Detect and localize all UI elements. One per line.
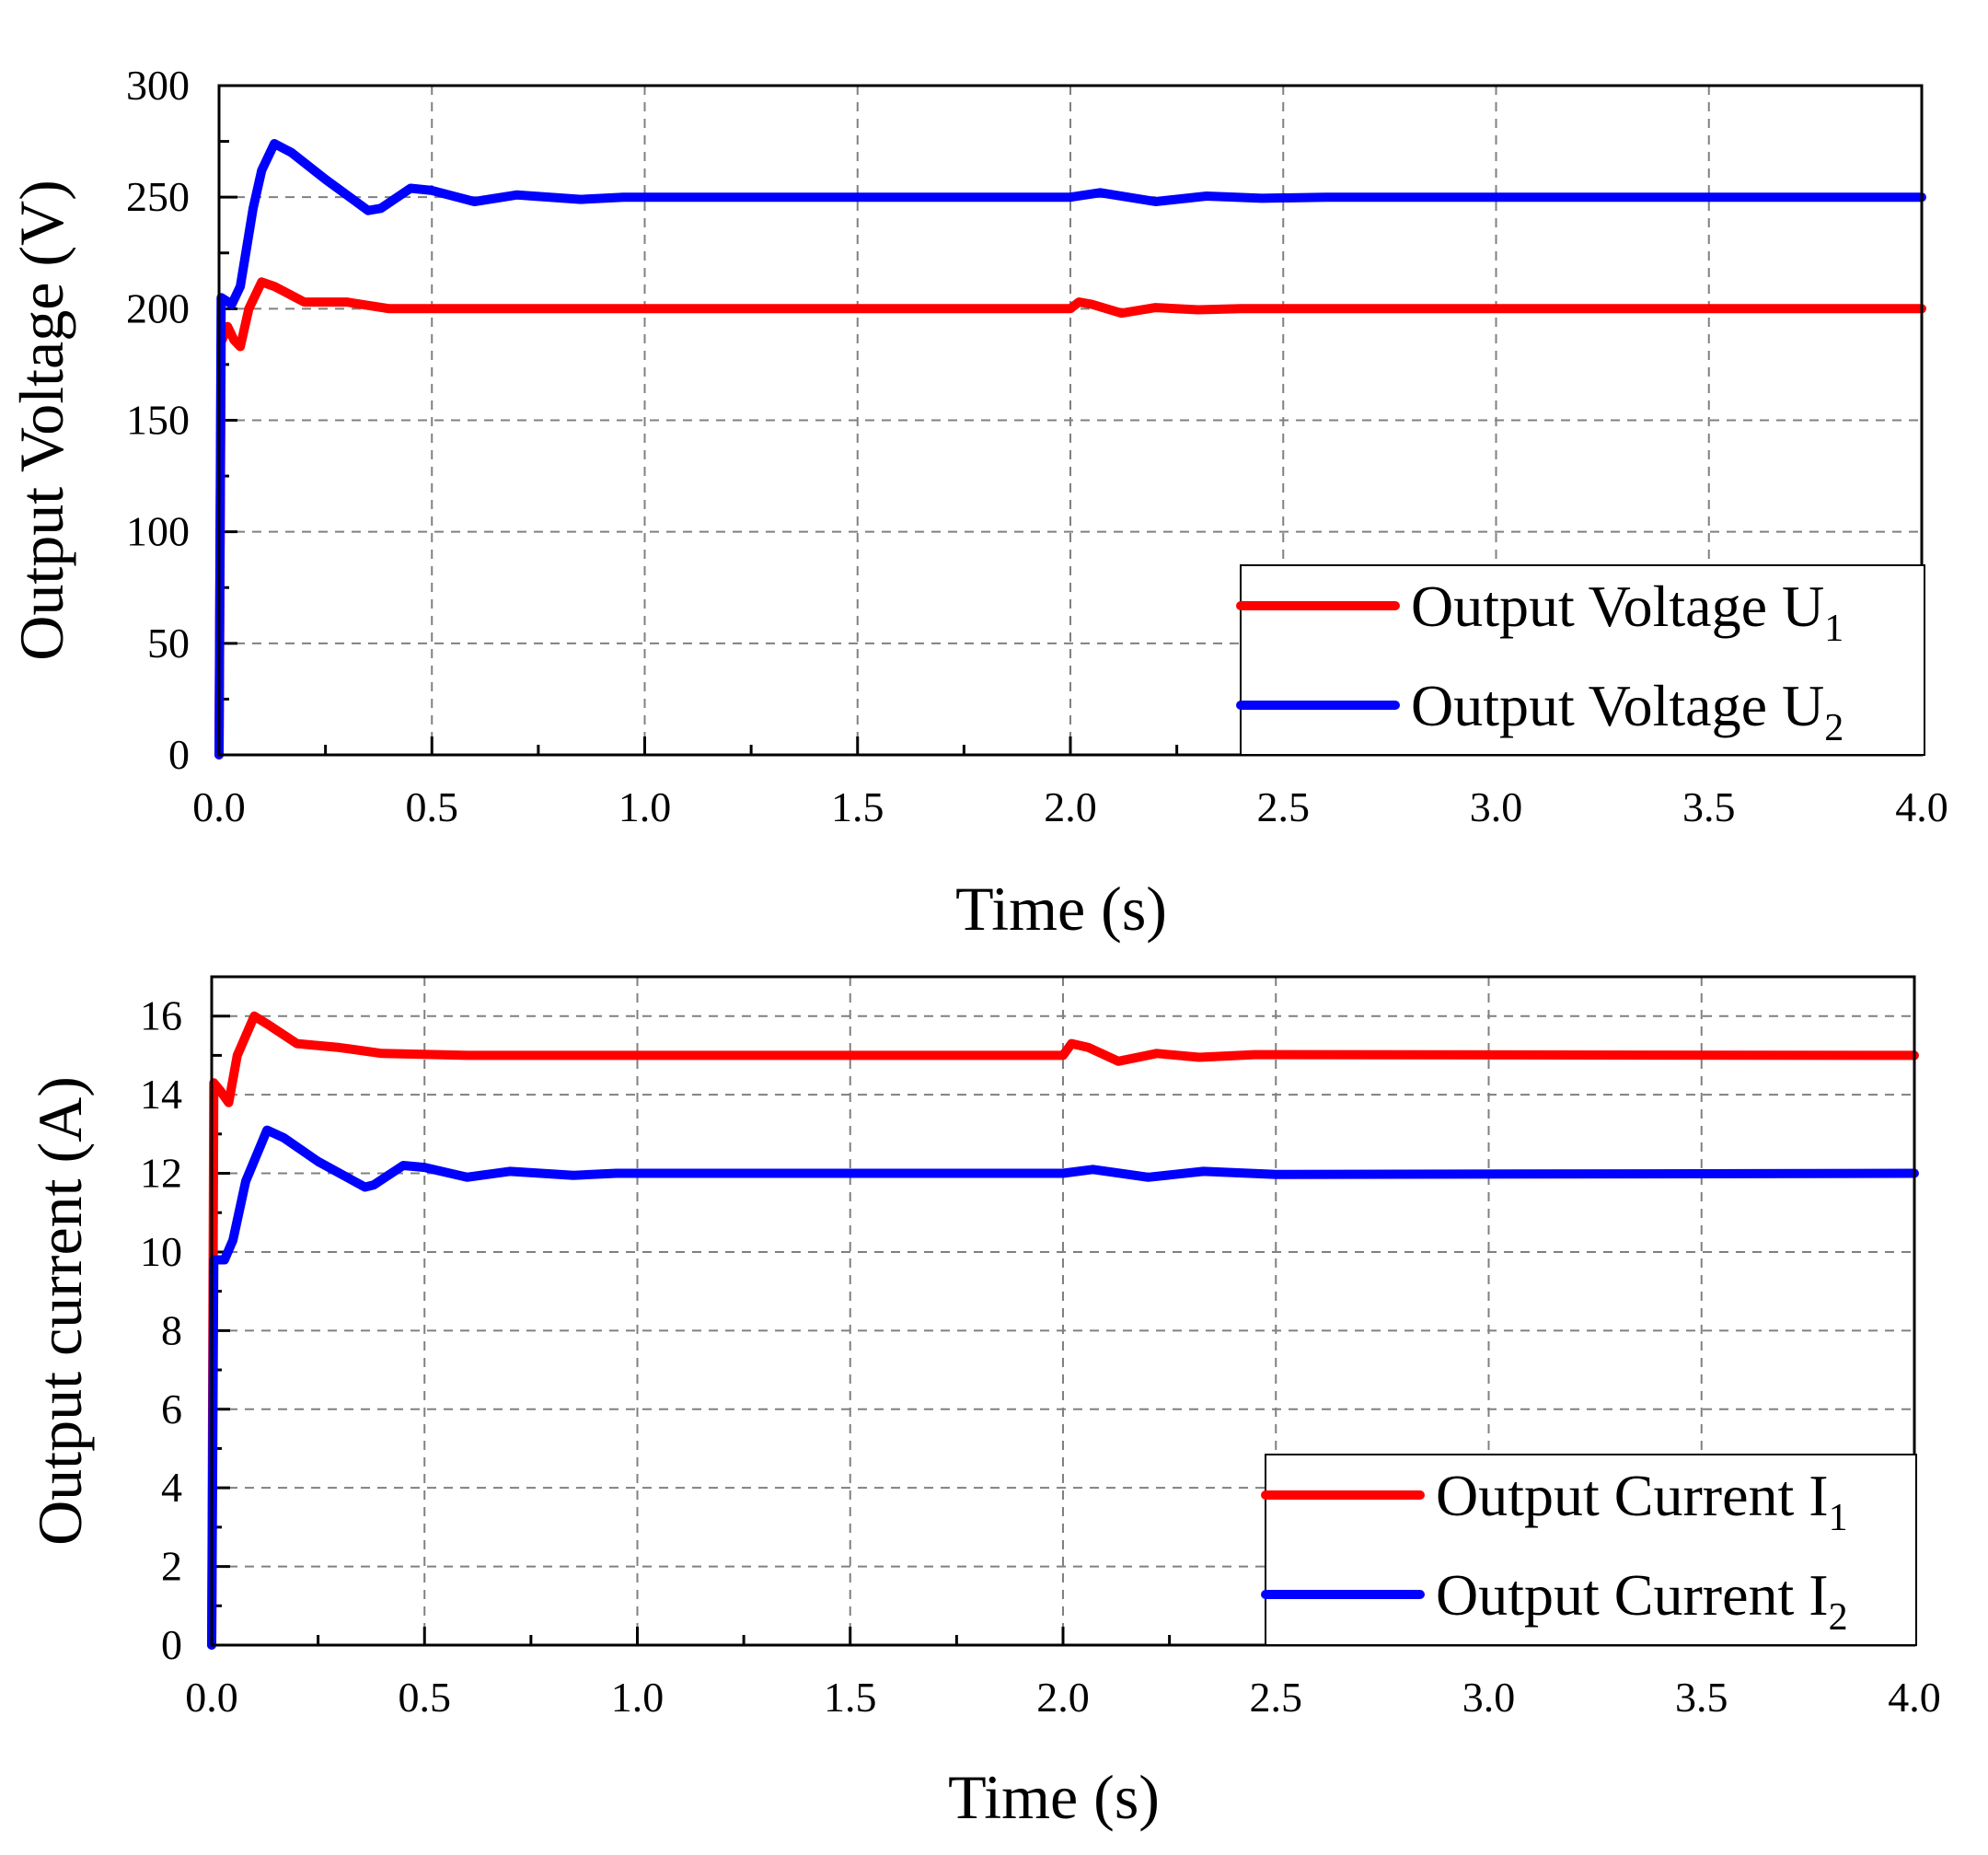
y-tick-label: 2 xyxy=(161,1543,182,1590)
legend-subscript: 1 xyxy=(1824,608,1844,650)
x-tick-label: 0.0 xyxy=(185,1674,238,1721)
y-tick-label: 250 xyxy=(126,173,190,220)
y-axis-title: Output current (A) xyxy=(25,1076,95,1546)
series-line-2 xyxy=(207,1125,1919,1650)
chart-panel-2: 0.0 0.5 1.0 1.5 2.0 2.5 3.0 3.5 4.00246810121416… xyxy=(25,975,1941,1832)
legend-box xyxy=(1240,564,1925,756)
y-tick-label: 50 xyxy=(147,620,190,667)
y-tick-label: 0 xyxy=(168,731,190,778)
x-axis-title: Time (s) xyxy=(948,1762,1160,1832)
legend: Output Current I1 Output Current I2 xyxy=(1261,1454,1917,1646)
legend-box xyxy=(1265,1454,1917,1646)
x-tick-label: 1.5 xyxy=(831,783,884,830)
x-axis-title: Time (s) xyxy=(955,874,1167,944)
y-tick-label: 150 xyxy=(126,397,190,444)
x-tick-label: 2.5 xyxy=(1250,1674,1303,1721)
legend-label-2: Output Voltage U2 xyxy=(1411,673,1844,749)
plot-frame xyxy=(210,975,1916,1647)
y-tick-label: 12 xyxy=(140,1150,182,1197)
legend-label-1: Output Voltage U1 xyxy=(1411,574,1844,650)
legend: Output Voltage U1 Output Voltage U2 xyxy=(1236,564,1925,756)
y-tick-label: 300 xyxy=(126,62,190,109)
series-line-1 xyxy=(214,277,1926,759)
y-tick-label: 100 xyxy=(126,508,190,555)
legend-label-2: Output Current I2 xyxy=(1436,1562,1848,1639)
x-tick-label: 0.0 xyxy=(192,783,246,830)
y-tick-label: 10 xyxy=(140,1228,182,1275)
x-tick-label: 0.5 xyxy=(399,1674,452,1721)
x-tick-label: 0.5 xyxy=(406,783,459,830)
x-tick-label: 1.5 xyxy=(824,1674,877,1721)
x-tick-label: 1.0 xyxy=(618,783,672,830)
x-tick-label: 2.0 xyxy=(1036,1674,1090,1721)
plot-frame xyxy=(217,84,1924,757)
legend-subscript: 2 xyxy=(1824,707,1844,749)
y-tick-label: 6 xyxy=(161,1385,182,1432)
x-tick-label: 3.5 xyxy=(1682,783,1736,830)
x-tick-label: 4.0 xyxy=(1895,783,1948,830)
legend-subscript: 1 xyxy=(1829,1497,1848,1539)
legend-label-1: Output Current I1 xyxy=(1436,1463,1848,1539)
legend-subscript: 2 xyxy=(1829,1596,1848,1639)
y-tick-label: 16 xyxy=(140,992,182,1039)
chart-panel-1: 0.0 0.5 1.0 1.5 2.0 2.5 3.0 3.5 4.0 0 50 100 150 200 2… xyxy=(6,62,1948,944)
x-tick-label: 4.0 xyxy=(1888,1674,1941,1721)
y-axis-title: Output Voltage (V) xyxy=(6,180,76,661)
y-tick-label: 4 xyxy=(161,1464,182,1511)
x-tick-label: 1.0 xyxy=(611,1674,665,1721)
x-tick-label: 3.0 xyxy=(1462,1674,1516,1721)
x-tick-label: 3.5 xyxy=(1675,1674,1728,1721)
y-tick-label: 8 xyxy=(161,1306,182,1353)
x-tick-label: 3.0 xyxy=(1470,783,1523,830)
y-tick-label: 0 xyxy=(161,1621,182,1668)
series-line-1 xyxy=(207,1011,1919,1650)
x-tick-label: 2.0 xyxy=(1044,783,1097,830)
y-tick-label: 200 xyxy=(126,284,190,331)
x-tick-label: 2.5 xyxy=(1257,783,1311,830)
y-tick-label: 14 xyxy=(140,1071,182,1118)
series-line-2 xyxy=(214,139,1926,759)
